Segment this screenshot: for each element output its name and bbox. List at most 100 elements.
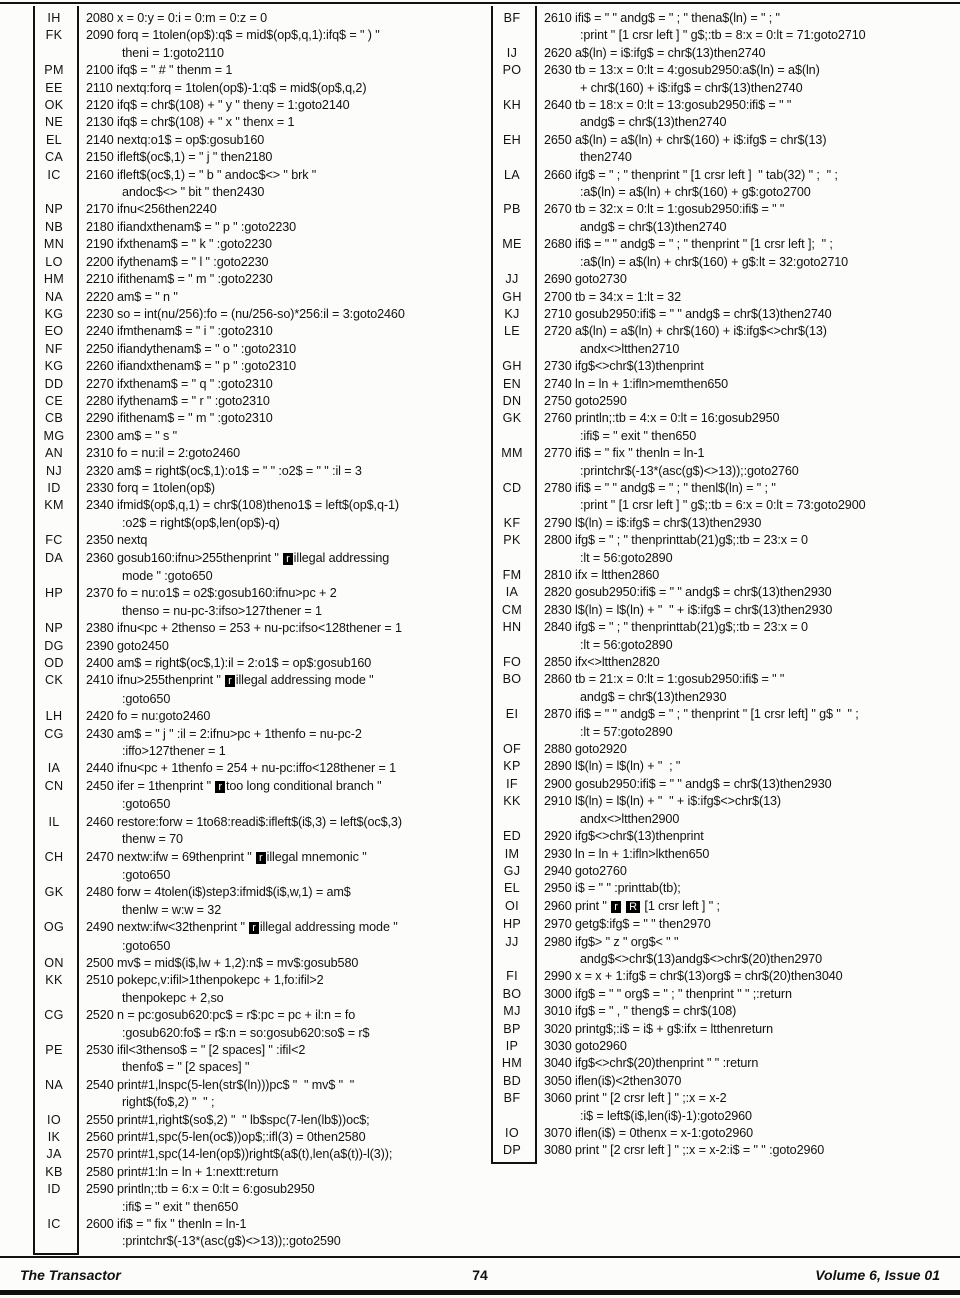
checksum-code: CH [44,849,64,864]
code-text: 2910 l$(ln) = l$(ln) + " " + i$:ifg$<>ch… [533,793,943,828]
code-row: EN 2740 ln = ln + 1:ifln>memthen650 [491,376,943,393]
code-line: 2260 ifiandxthenam$ = " p " :goto2310 [86,359,297,374]
code-text: 2570 print#1,spc(14-len(op$))right$(a$(t… [75,1146,485,1163]
code-line: 2570 print#1,spc(14-len(op$))right$(a$(t… [86,1147,393,1162]
code-line: 2900 gosub2950:ifi$ = " " andg$ = chr$(1… [544,776,832,791]
checksum-code: FC [45,533,63,548]
code-row: BF 3060 print " [2 crsr left ] " ;:x = x-… [491,1090,943,1125]
checksum-code: HP [502,917,522,932]
code-line: 2670 tb = 32:x = 0:lt = 1:gosub2950:ifi$… [544,202,785,217]
listing-column-right: BF 2610 ifi$ = " " andg$ = " ; " thena$(l… [491,6,943,1251]
code-text: 2620 a$(ln) = i$:ifg$ = chr$(13)then2740 [533,45,943,62]
checksum-code: OD [44,656,64,671]
checksum-code: DD [44,376,64,391]
checksum-code: OK [44,98,64,113]
code-text: 2400 am$ = right$(oc$,1):il = 2:o1$ = op… [75,655,485,672]
code-row: CK 2410 ifnu>255thenprint " r illegal addr… [33,672,485,708]
code-row: ID 2590 println;:tb = 6:x = 0:lt = 6:gosu… [33,1181,485,1216]
code-line: 2630 tb = 13:x = 0:lt = 4:gosub2950:a$(l… [544,63,820,78]
code-text: 2100 ifq$ = " # " thenm = 1 [75,62,485,79]
code-line: 2350 nextq [86,533,148,548]
code-line-continuation: :printchr$(-13*(asc(g$)<>13));:goto2590 [122,1234,341,1249]
code-line: 2680 ifi$ = " " andg$ = " ; " thenprint … [544,237,833,252]
code-line-continuation: :print " [1 crsr left ] " g$;:tb = 6:x =… [580,498,866,513]
code-text: 2750 goto2590 [533,393,943,410]
code-line-continuation: :print " [1 crsr left ] " g$;:tb = 8:x =… [580,28,866,43]
code-line-continuation: andg$ = chr$(13)then2740 [580,219,727,234]
code-text: 2490 nextw:ifw<32thenprint " r illegal ad… [75,919,485,955]
code-line-continuation: :ifi$ = " exit " then650 [580,428,697,443]
code-text: 2650 a$(ln) = a$(ln) + chr$(160) + i$:if… [533,132,943,167]
footer-page-number: 74 [472,1267,488,1283]
code-text: 2540 print#1,lnspc(5-len(str$(ln)))pc$ "… [75,1077,485,1112]
code-text: 2270 ifxthenam$ = " q " :goto2310 [75,376,485,393]
code-text: 2330 forq = 1tolen(op$) [75,480,485,497]
checksum-code: NF [45,341,63,356]
code-text: 2880 goto2920 [533,741,943,758]
code-text: 2520 n = pc:gosub620:pc$ = r$:pc = pc + … [75,1007,485,1042]
code-row: JA 2570 print#1,spc(14-len(op$))right$(a$… [33,1146,485,1163]
code-text: 2760 println;:tb = 4:x = 0:lt = 16:gosub… [533,410,943,445]
code-line: 2410 ifnu>255thenprint " r illegal addres… [86,673,374,688]
code-line: 2510 pokepc,v:ifil>1thenpokepc + 1,fo:if… [86,973,324,988]
listing-rows-right: BF 2610 ifi$ = " " andg$ = " ; " thena$(l… [491,6,943,1164]
code-row: EI 2870 ifi$ = " " andg$ = " ; " thenprin… [491,706,943,741]
code-row: MM 2770 ifi$ = " fix " thenln = ln-1:prin… [491,445,943,480]
code-row: BO 3000 ifg$ = " " org$ = " ; " thenprint… [491,986,943,1003]
code-line: 2710 gosub2950:ifi$ = " " andg$ = chr$(1… [544,306,832,321]
code-line: 2920 ifg$<>chr$(13)thenprint [544,829,704,844]
code-line-continuation: andx<>ltthen2900 [580,811,680,826]
checksum-code: OI [505,898,519,913]
code-row: IJ 2620 a$(ln) = i$:ifg$ = chr$(13)then27… [491,45,943,62]
code-row: JJ 2690 goto2730 [491,271,943,288]
code-row: IO 2550 print#1,right$(so$,2) " " lb$spc(… [33,1112,485,1129]
code-row: LE 2720 a$(ln) = a$(ln) + chr$(160) + i$:… [491,323,943,358]
code-row: KB 2580 print#1:ln = ln + 1:nextt:return [33,1164,485,1181]
code-line-continuation: thenso = nu-pc-3:ifso>127thener = 1 [122,603,322,618]
code-text: 2530 ifil<3thenso$ = " [2 spaces] " :ifi… [75,1042,485,1077]
checksum-code: GJ [503,863,521,878]
code-row: CG 2430 am$ = " j " :il = 2:ifnu>pc + 1th… [33,726,485,761]
code-line-continuation: andg$<>chr$(13)andg$<>chr$(20)then2970 [580,951,822,966]
code-text: 2660 ifg$ = " ; " thenprint " [1 crsr le… [533,167,943,202]
code-text: 2780 ifi$ = " " andg$ = " ; " thenl$(ln)… [533,480,943,515]
checksum-code: DP [502,1143,522,1158]
code-line-continuation: :o2$ = right$(op$,len(op$)-q) [122,515,280,530]
code-row: NB 2180 ifiandxthenam$ = " p " :goto2230 [33,219,485,236]
code-text: 2640 tb = 18:x = 0:lt = 13:gosub2950:ifi… [533,97,943,132]
code-row: NF 2250 ifiandythenam$ = " o " :goto2310 [33,341,485,358]
code-line: 2770 ifi$ = " fix " thenln = ln-1 [544,446,705,461]
code-text: 2420 fo = nu:goto2460 [75,708,485,725]
code-line: 2650 a$(ln) = a$(ln) + chr$(160) + i$:if… [544,132,827,147]
reverse-video-char: r [249,922,259,935]
code-row: NP 2170 ifnu<256then2240 [33,201,485,218]
checksum-code: PK [503,533,521,548]
checksum-code: BO [502,986,522,1001]
checksum-code: ME [502,237,522,252]
code-line: 2090 forq = 1tolen(op$):q$ = mid$(op$,q,… [86,28,380,43]
checksum-code: LH [45,709,63,724]
code-line: 2700 tb = 34:x = 1:lt = 32 [544,289,682,304]
code-row: EH 2650 a$(ln) = a$(ln) + chr$(160) + i$:… [491,132,943,167]
code-line: 2310 fo = nu:il = 2:goto2460 [86,446,241,461]
code-line: 3050 iflen(i$)<2then3070 [544,1073,682,1088]
checksum-code: CK [44,673,64,688]
code-text: 2930 ln = ln + 1:ifln>lkthen650 [533,846,943,863]
code-row: DG 2390 goto2450 [33,638,485,655]
code-line-continuation: + chr$(160) + i$:ifg$ = chr$(13)then2740 [580,80,803,95]
checksum-code: PB [503,202,521,217]
code-row: IO 3070 iflen(i$) = 0thenx = x-1:goto2960 [491,1125,943,1142]
code-line-continuation: thenw = 70 [122,832,183,847]
code-row: IM 2930 ln = ln + 1:ifln>lkthen650 [491,846,943,863]
code-text: 2690 goto2730 [533,271,943,288]
code-text: 2200 ifythenam$ = " l " :goto2230 [75,254,485,271]
code-text: 2720 a$(ln) = a$(ln) + chr$(160) + i$:if… [533,323,943,358]
code-row: HM 2210 ifithenam$ = " m " :goto2230 [33,271,485,288]
code-text: 2180 ifiandxthenam$ = " p " :goto2230 [75,219,485,236]
listing-column-left: IH 2080 x = 0:y = 0:i = 0:m = 0:z = 0 FK 20… [33,6,485,1255]
code-line: 2390 goto2450 [86,638,169,653]
code-row: LH 2420 fo = nu:goto2460 [33,708,485,725]
code-text: 2110 nextq:forq = 1tolen(op$)-1:q$ = mid… [75,80,485,97]
code-row: KG 2260 ifiandxthenam$ = " p " :goto2310 [33,358,485,375]
code-row: IC 2600 ifi$ = " fix " thenln = ln-1:prin… [33,1216,485,1251]
